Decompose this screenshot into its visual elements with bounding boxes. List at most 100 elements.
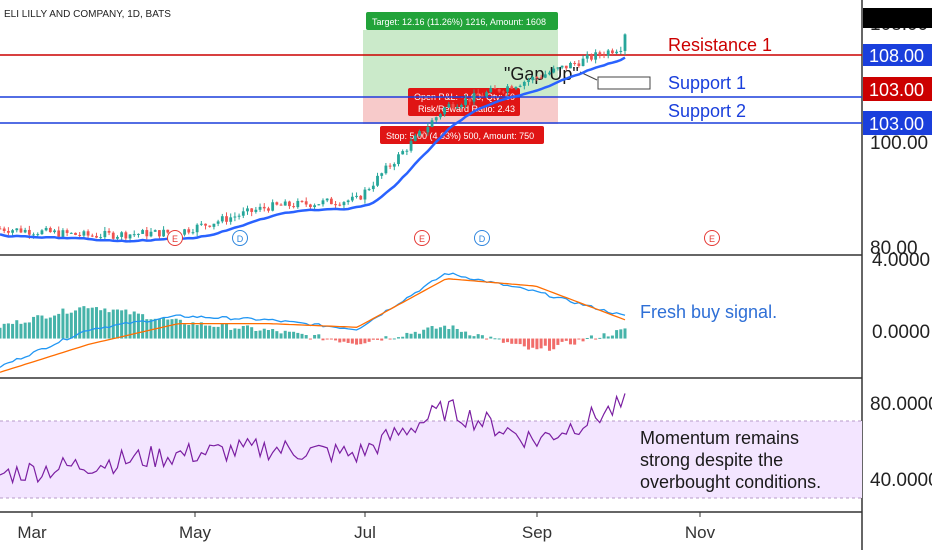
candle — [334, 201, 337, 209]
x-tick-label-sep: Sep — [522, 523, 552, 542]
event-marker-e[interactable]: E — [167, 230, 183, 246]
macd-bar — [413, 331, 417, 339]
candle — [271, 199, 275, 212]
candle — [497, 88, 501, 93]
macd-bar — [455, 328, 459, 339]
candle — [191, 228, 195, 235]
macd-bar — [396, 337, 400, 339]
macd-bar — [275, 331, 279, 339]
candle — [548, 70, 551, 76]
candle — [90, 233, 94, 238]
candle — [543, 70, 547, 79]
target-label-box — [366, 12, 558, 30]
candle — [350, 192, 354, 203]
candle — [539, 74, 543, 80]
macd-bar — [510, 338, 514, 344]
macd-bar — [187, 325, 191, 339]
stop-label-box — [380, 126, 544, 144]
macd-bar — [489, 336, 493, 339]
macd-bar — [417, 333, 421, 339]
candle — [527, 77, 530, 86]
candle — [157, 230, 161, 239]
candle — [556, 67, 560, 71]
candle — [95, 232, 98, 239]
candle — [619, 46, 623, 55]
candle — [0, 226, 2, 230]
candle — [493, 85, 497, 90]
event-marker-e[interactable]: E — [704, 230, 720, 246]
macd-bar — [141, 314, 145, 339]
candle — [15, 228, 19, 233]
candle — [560, 65, 564, 70]
macd-bar — [162, 317, 166, 339]
macd-bar — [40, 315, 44, 339]
rsi-annotation-line-2: strong despite the — [640, 450, 783, 470]
open-pnl-box — [408, 88, 520, 116]
macd-bar — [401, 336, 405, 339]
macd-annotation: Fresh buy signal. — [640, 302, 777, 322]
candle — [577, 60, 581, 68]
macd-bar — [216, 326, 220, 339]
candle — [254, 206, 258, 214]
macd-bar — [308, 338, 312, 340]
candle — [120, 231, 124, 242]
candle — [162, 226, 165, 238]
macd-bar — [241, 325, 245, 339]
candle — [363, 187, 367, 204]
macd-bar — [53, 315, 57, 339]
candle — [237, 213, 241, 220]
candle — [267, 206, 270, 213]
macd-bar — [132, 311, 136, 339]
macd-bar — [476, 334, 480, 339]
macd-bar — [568, 338, 572, 345]
macd-bar — [321, 338, 325, 341]
candle — [292, 202, 296, 209]
candle — [468, 98, 472, 106]
macd-bar — [615, 330, 619, 339]
macd-bar — [204, 325, 208, 339]
event-marker-e[interactable]: E — [414, 230, 430, 246]
macd-bar — [229, 329, 233, 339]
candle — [86, 229, 90, 240]
macd-bar — [271, 329, 275, 339]
macd-bar — [136, 313, 140, 339]
event-marker-d[interactable]: D — [232, 230, 248, 246]
macd-bar — [527, 338, 531, 350]
macd-bar — [472, 336, 476, 339]
candle — [183, 228, 186, 237]
x-tick-label-may: May — [179, 523, 212, 542]
macd-bar — [325, 338, 329, 340]
price-axis-label-100: 100.00 — [870, 133, 928, 154]
candle — [195, 223, 199, 237]
macd-bar — [501, 338, 505, 343]
macd-bar — [296, 332, 300, 339]
macd-bar — [103, 308, 107, 339]
macd-bar — [15, 320, 19, 339]
candle — [124, 230, 128, 241]
macd-bar — [237, 328, 241, 339]
macd-bar — [443, 325, 447, 339]
event-marker-d[interactable]: D — [474, 230, 490, 246]
candle — [573, 61, 577, 66]
price-axis-label-80: 80.00 — [870, 238, 918, 259]
macd-bar — [86, 308, 90, 339]
macd-bar — [128, 314, 132, 339]
macd-bar — [342, 338, 346, 342]
macd-bar — [522, 338, 526, 347]
candle — [61, 228, 65, 238]
price-badge-resistance-text: 108.00 — [869, 46, 924, 66]
price-badge-resistance — [863, 44, 932, 66]
candle — [371, 181, 375, 192]
macd-bar — [539, 338, 543, 349]
candle — [522, 80, 526, 90]
candle — [598, 50, 602, 59]
candle — [569, 61, 572, 69]
macd-bar — [384, 336, 388, 339]
candle — [489, 85, 493, 93]
candle — [514, 86, 518, 91]
macd-bar — [292, 331, 296, 339]
macd-bar — [552, 338, 556, 350]
macd-bar — [359, 338, 363, 345]
macd-bar — [166, 319, 170, 339]
macd-bar — [598, 337, 602, 339]
